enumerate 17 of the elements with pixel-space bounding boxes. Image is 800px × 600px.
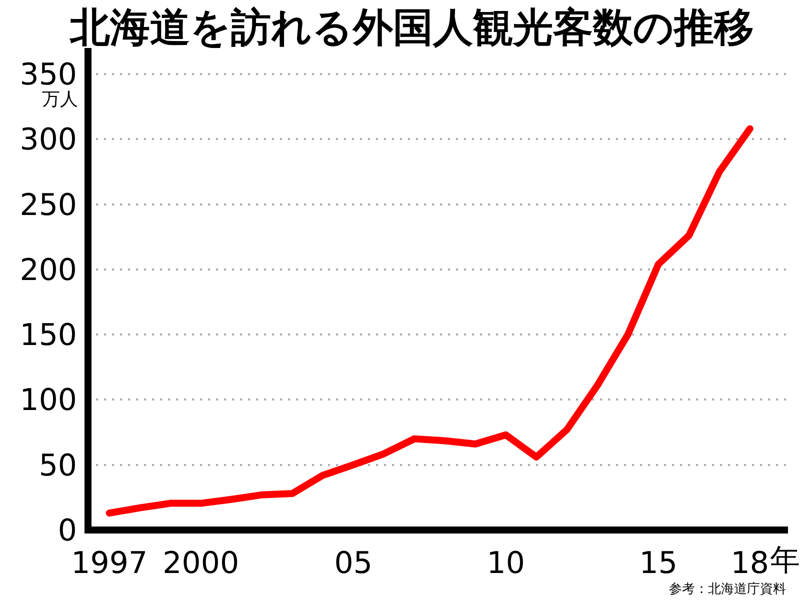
text: 参考：北海道庁資料: [669, 581, 786, 597]
y-tick-label: 50: [38, 448, 77, 484]
y-tick-label: 200: [20, 252, 77, 288]
y-tick-label: 300: [20, 122, 77, 158]
y-axis-title: 万人: [42, 89, 78, 110]
x-tick-label: 10: [486, 546, 525, 581]
x-tick-label: 1997: [71, 546, 148, 581]
chart-title: 北海道を訪れる外国人観光客数の推移: [69, 5, 754, 51]
x-tick-label: 05: [334, 546, 372, 581]
x-tick-label: 15: [639, 546, 678, 581]
y-tick-label: 100: [20, 383, 77, 418]
y-tick-label: 0: [58, 514, 77, 548]
x-axis-title: 年: [770, 543, 800, 578]
x-tick-label: 18: [730, 546, 769, 581]
y-tick-label: 150: [20, 318, 77, 354]
y-tick-label: 250: [20, 188, 77, 223]
x-tick-label: 2000: [162, 546, 240, 581]
